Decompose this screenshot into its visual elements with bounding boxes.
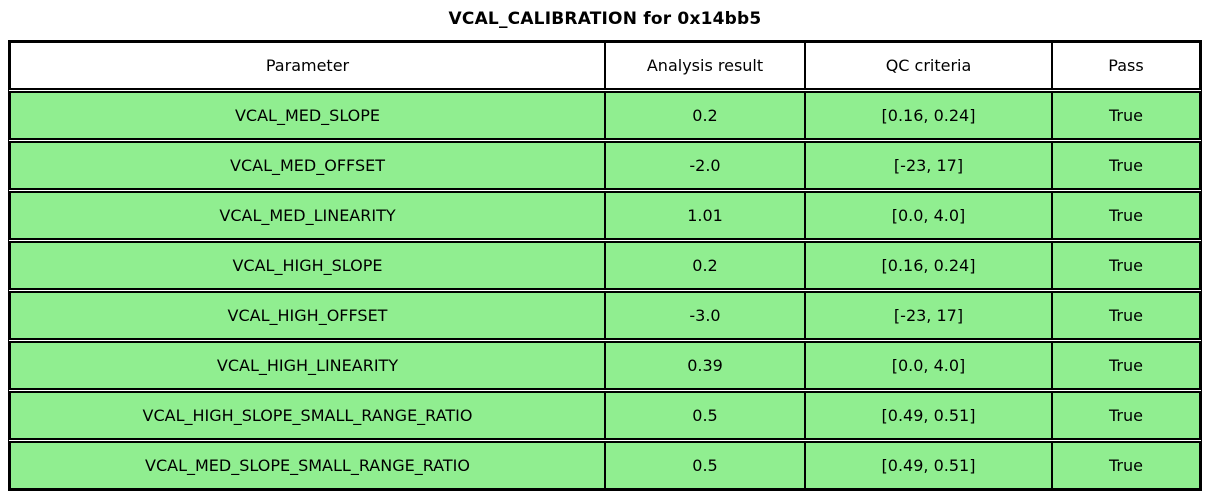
qc-table: Parameter Analysis result QC criteria Pa… — [8, 40, 1202, 491]
column-header-qc-criteria: QC criteria — [806, 41, 1053, 90]
cell-parameter: VCAL_MED_OFFSET — [9, 141, 606, 190]
cell-analysis-result: 0.5 — [606, 391, 806, 440]
table-row: VCAL_HIGH_LINEARITY 0.39 [0.0, 4.0] True — [9, 341, 1201, 390]
cell-pass: True — [1053, 141, 1201, 190]
cell-analysis-result: -3.0 — [606, 291, 806, 340]
cell-qc-criteria: [0.49, 0.51] — [806, 391, 1053, 440]
cell-analysis-result: 0.5 — [606, 441, 806, 490]
cell-qc-criteria: [0.0, 4.0] — [806, 191, 1053, 240]
cell-qc-criteria: [0.49, 0.51] — [806, 441, 1053, 490]
table-header-row: Parameter Analysis result QC criteria Pa… — [9, 41, 1201, 90]
cell-parameter: VCAL_MED_LINEARITY — [9, 191, 606, 240]
column-header-analysis-result: Analysis result — [606, 41, 806, 90]
cell-qc-criteria: [-23, 17] — [806, 291, 1053, 340]
cell-parameter: VCAL_HIGH_SLOPE_SMALL_RANGE_RATIO — [9, 391, 606, 440]
cell-qc-criteria: [0.16, 0.24] — [806, 91, 1053, 140]
cell-pass: True — [1053, 191, 1201, 240]
cell-analysis-result: -2.0 — [606, 141, 806, 190]
cell-pass: True — [1053, 391, 1201, 440]
cell-pass: True — [1053, 441, 1201, 490]
cell-qc-criteria: [0.0, 4.0] — [806, 341, 1053, 390]
cell-qc-criteria: [0.16, 0.24] — [806, 241, 1053, 290]
cell-parameter: VCAL_HIGH_SLOPE — [9, 241, 606, 290]
cell-parameter: VCAL_MED_SLOPE — [9, 91, 606, 140]
cell-pass: True — [1053, 291, 1201, 340]
cell-pass: True — [1053, 91, 1201, 140]
cell-pass: True — [1053, 341, 1201, 390]
column-header-parameter: Parameter — [9, 41, 606, 90]
cell-analysis-result: 0.39 — [606, 341, 806, 390]
cell-parameter: VCAL_HIGH_LINEARITY — [9, 341, 606, 390]
table-row: VCAL_MED_OFFSET -2.0 [-23, 17] True — [9, 141, 1201, 190]
cell-analysis-result: 0.2 — [606, 241, 806, 290]
cell-parameter: VCAL_HIGH_OFFSET — [9, 291, 606, 340]
cell-pass: True — [1053, 241, 1201, 290]
column-header-pass: Pass — [1053, 41, 1201, 90]
cell-analysis-result: 0.2 — [606, 91, 806, 140]
table-row: VCAL_MED_LINEARITY 1.01 [0.0, 4.0] True — [9, 191, 1201, 240]
table-row: VCAL_HIGH_SLOPE 0.2 [0.16, 0.24] True — [9, 241, 1201, 290]
table-row: VCAL_MED_SLOPE_SMALL_RANGE_RATIO 0.5 [0.… — [9, 441, 1201, 490]
cell-analysis-result: 1.01 — [606, 191, 806, 240]
table-row: VCAL_MED_SLOPE 0.2 [0.16, 0.24] True — [9, 91, 1201, 140]
cell-parameter: VCAL_MED_SLOPE_SMALL_RANGE_RATIO — [9, 441, 606, 490]
table-row: VCAL_HIGH_SLOPE_SMALL_RANGE_RATIO 0.5 [0… — [9, 391, 1201, 440]
cell-qc-criteria: [-23, 17] — [806, 141, 1053, 190]
table-row: VCAL_HIGH_OFFSET -3.0 [-23, 17] True — [9, 291, 1201, 340]
figure-title: VCAL_CALIBRATION for 0x14bb5 — [448, 9, 762, 29]
